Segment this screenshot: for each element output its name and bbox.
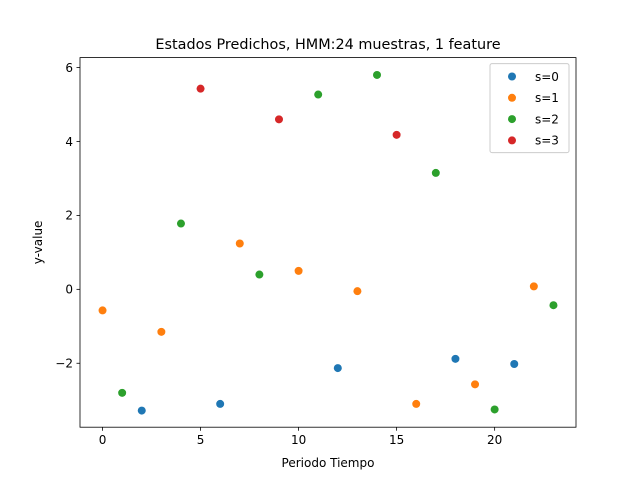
point-s1-4 bbox=[353, 287, 362, 296]
legend-label-s1: s=1 bbox=[535, 91, 559, 105]
point-s1-3 bbox=[294, 266, 303, 275]
plot-frame bbox=[79, 57, 577, 428]
point-s3-1 bbox=[274, 115, 283, 124]
legend-marker-s0 bbox=[508, 72, 516, 81]
y-axis-ticks: −2 0 2 4 6 bbox=[55, 61, 80, 371]
x-tick-label: 15 bbox=[389, 433, 404, 447]
point-s1-2 bbox=[235, 239, 244, 248]
legend-label-s0: s=0 bbox=[535, 70, 559, 84]
legend-marker-s3 bbox=[508, 136, 516, 145]
y-axis-label: y-value bbox=[31, 221, 45, 265]
x-tick-label: 10 bbox=[291, 433, 306, 447]
legend-marker-s1 bbox=[508, 93, 516, 102]
point-s0-1 bbox=[216, 399, 225, 408]
point-s1-5 bbox=[412, 399, 421, 408]
point-s2-3 bbox=[314, 90, 323, 99]
y-tick-label: −2 bbox=[55, 357, 73, 371]
x-tick-label: 20 bbox=[487, 433, 502, 447]
point-s2-7 bbox=[549, 301, 558, 310]
legend: s=0 s=1 s=2 s=3 bbox=[489, 63, 570, 154]
x-axis-ticks: 0 5 10 15 20 bbox=[99, 427, 502, 447]
point-s2-4 bbox=[373, 70, 382, 79]
legend-frame bbox=[489, 63, 570, 154]
point-s1-7 bbox=[529, 282, 538, 291]
y-tick-label: 2 bbox=[65, 209, 73, 223]
point-s3-2 bbox=[392, 130, 401, 139]
point-s0-0 bbox=[137, 406, 146, 415]
point-s0-3 bbox=[451, 354, 460, 363]
legend-label-s3: s=3 bbox=[535, 134, 559, 148]
x-tick-label: 5 bbox=[197, 433, 205, 447]
point-s0-4 bbox=[510, 359, 519, 368]
point-s1-6 bbox=[471, 380, 480, 389]
x-tick-label: 0 bbox=[99, 433, 107, 447]
legend-marker-s2 bbox=[508, 115, 516, 124]
y-tick-label: 6 bbox=[65, 61, 73, 75]
point-s3-0 bbox=[196, 84, 205, 93]
point-s2-0 bbox=[118, 388, 127, 397]
legend-label-s2: s=2 bbox=[535, 112, 559, 126]
y-tick-label: 4 bbox=[65, 135, 73, 149]
point-s2-2 bbox=[255, 270, 264, 279]
x-axis-label: Periodo Tiempo bbox=[282, 456, 375, 470]
point-s1-1 bbox=[157, 327, 166, 336]
point-s2-5 bbox=[431, 168, 440, 177]
chart-title: Estados Predichos, HMM:24 muestras, 1 fe… bbox=[155, 37, 500, 53]
point-s1-0 bbox=[98, 306, 107, 315]
point-s2-1 bbox=[176, 219, 185, 228]
points-layer bbox=[98, 70, 558, 415]
point-s0-2 bbox=[333, 364, 342, 373]
point-s2-6 bbox=[490, 405, 499, 414]
y-tick-label: 0 bbox=[65, 283, 73, 297]
